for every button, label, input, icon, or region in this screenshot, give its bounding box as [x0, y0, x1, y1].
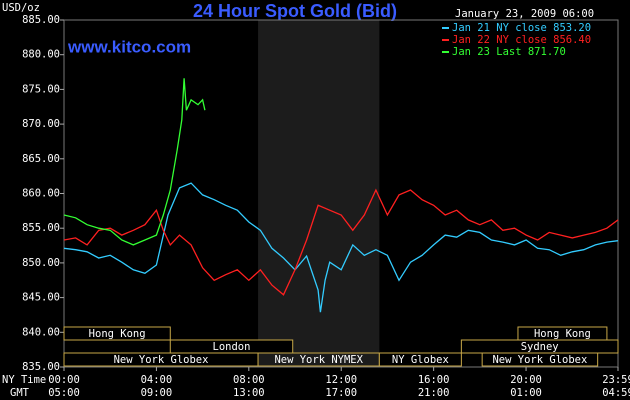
session-label: New York Globex — [492, 354, 587, 366]
series-line — [63, 78, 206, 246]
y-tick-label: 885.00 — [22, 14, 60, 26]
y-tick-label: 865.00 — [22, 153, 60, 165]
y-tick-label: 855.00 — [22, 222, 60, 234]
y-tick-label: 875.00 — [22, 83, 60, 95]
legend-entry: Jan 22 NY close 856.40 — [452, 34, 591, 46]
session-label: London — [213, 341, 251, 353]
x2-tick-label: 09:00 — [141, 387, 173, 399]
chart-title: 24 Hour Spot Gold (Bid) — [193, 1, 397, 21]
y-tick-label: 840.00 — [22, 326, 60, 338]
session-box — [378, 352, 462, 367]
x2-tick-label: 13:00 — [233, 387, 265, 399]
x-tick-label: 16:00 — [418, 374, 450, 386]
subtitle: www.kitco.com — [67, 37, 191, 56]
y-tick-label: 835.00 — [22, 361, 60, 373]
y-tick-label: 870.00 — [22, 118, 60, 130]
x2-tick-label: 01:00 — [510, 387, 542, 399]
session-label: Hong Kong — [89, 328, 146, 340]
x-tick-label: 04:00 — [141, 374, 173, 386]
y-tick-label: 880.00 — [22, 49, 60, 61]
x-axis-label: NY Time — [2, 374, 46, 386]
session-shade — [258, 20, 380, 367]
session-box — [481, 352, 599, 367]
x-tick-label: 00:00 — [48, 374, 80, 386]
y-tick-label: 860.00 — [22, 188, 60, 200]
x-tick-label: 08:00 — [233, 374, 265, 386]
timestamp: January 23, 2009 06:00 — [455, 8, 594, 20]
y-axis-label: USD/oz — [2, 2, 40, 14]
x2-tick-label: 17:00 — [325, 387, 357, 399]
y-tick-label: 845.00 — [22, 292, 60, 304]
x2-tick-label: 21:00 — [418, 387, 450, 399]
series-line — [63, 188, 619, 296]
x-tick-label: 12:00 — [325, 374, 357, 386]
session-label: NY Globex — [392, 354, 449, 366]
session-label: New York NYMEX — [274, 354, 363, 366]
session-label: New York Globex — [114, 354, 209, 366]
legend-entry: Jan 21 NY close 853.20 — [452, 22, 591, 34]
x2-axis-label: GMT — [10, 387, 30, 399]
series-line — [63, 182, 619, 313]
x2-tick-label: 04:59 — [602, 387, 630, 399]
session-label: Sydney — [521, 341, 559, 353]
legend-entry: Jan 23 Last 871.70 — [452, 46, 566, 58]
session-label: Hong Kong — [534, 328, 591, 340]
session-box — [63, 326, 171, 341]
x-tick-label: 23:59 — [602, 374, 630, 386]
y-tick-label: 850.00 — [22, 257, 60, 269]
x-tick-label: 20:00 — [510, 374, 542, 386]
x2-tick-label: 05:00 — [48, 387, 80, 399]
